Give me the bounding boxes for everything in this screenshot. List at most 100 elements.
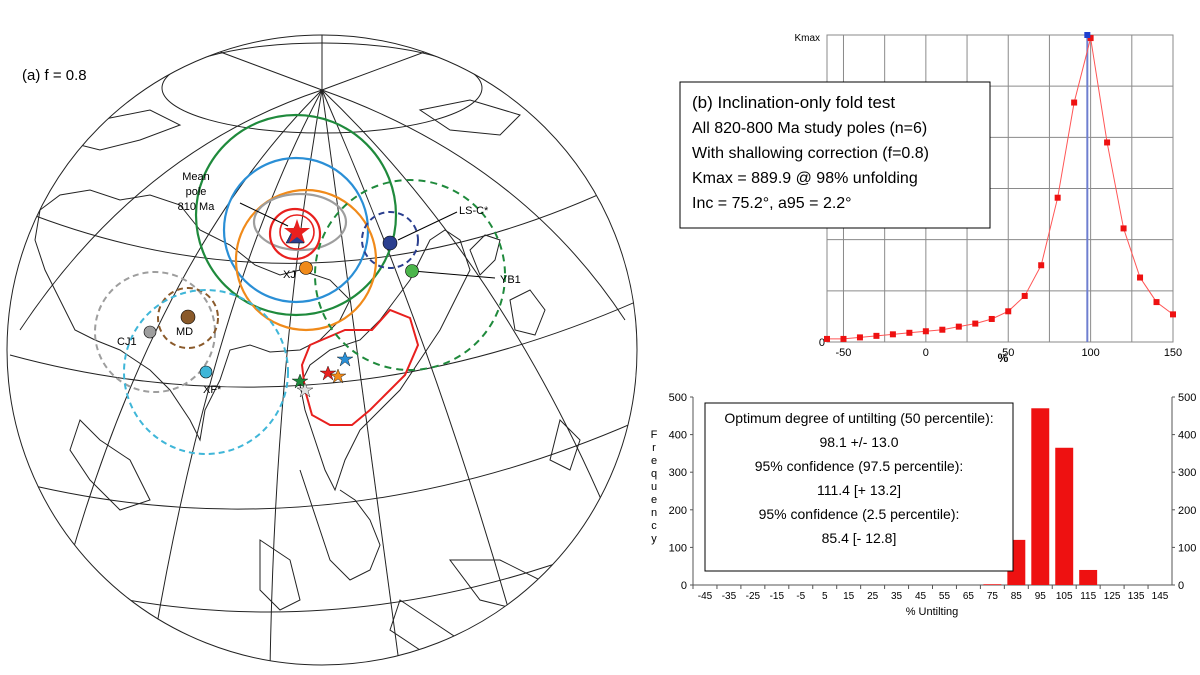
k-data-point xyxy=(1005,308,1012,315)
pole-label-yb1: YB1 xyxy=(500,274,521,286)
x-tick-label: 105 xyxy=(1056,591,1073,602)
stats-line: Optimum degree of untilting (50 percenti… xyxy=(724,410,993,426)
x-tick-label: 15 xyxy=(843,591,855,602)
pole-label-md: MD xyxy=(176,326,193,338)
meridian-line xyxy=(69,89,323,561)
pole-marker-yb1 xyxy=(405,264,419,278)
site-star-icon xyxy=(336,351,354,367)
k-data-point xyxy=(1071,99,1078,106)
histogram-bar xyxy=(1079,569,1098,585)
k-data-point xyxy=(939,326,946,333)
mean-pole-label-line: pole xyxy=(186,186,207,198)
k-data-point xyxy=(1021,292,1028,299)
meridian-line xyxy=(269,89,323,665)
y-tick-label-right: 100 xyxy=(1178,542,1196,554)
histogram-bars xyxy=(983,408,1098,585)
confidence-circle xyxy=(194,113,398,317)
k-data-point xyxy=(856,334,863,341)
y-tick-label: 500 xyxy=(669,392,687,404)
k-data-point xyxy=(1120,225,1127,232)
histogram-bar xyxy=(1055,447,1074,585)
site-star-icon xyxy=(319,365,337,381)
x-tick-label: -50 xyxy=(836,347,852,359)
y-tick-label-right: 200 xyxy=(1178,505,1196,517)
k-data-point xyxy=(1170,311,1176,318)
pole-marker-cj1 xyxy=(143,325,157,339)
confidence-circle xyxy=(123,289,289,455)
y-axis-label-char: u xyxy=(651,481,657,493)
x-tick-label: -35 xyxy=(722,591,737,602)
fold-test-line: Inc = 75.2°, a95 = 2.2° xyxy=(692,195,852,212)
x-axis-label: % Untilting xyxy=(906,606,959,618)
latitude-line xyxy=(19,179,631,264)
y-tick-label: 300 xyxy=(669,467,687,479)
y-tick-label: 100 xyxy=(669,542,687,554)
y-axis-label-char: r xyxy=(652,442,656,454)
panel-a-label: (a) f = 0.8 xyxy=(22,67,87,84)
y-tick-label: 200 xyxy=(669,505,687,517)
coastlines xyxy=(34,99,581,651)
y-axis-label-char: n xyxy=(651,507,657,519)
x-tick-label: -45 xyxy=(698,591,713,602)
k-data-point xyxy=(889,331,896,338)
k-data-point xyxy=(824,335,830,342)
x-tick-label: 50 xyxy=(1002,347,1014,359)
k-data-point xyxy=(988,315,995,322)
stats-line: 111.4 [+ 13.2] xyxy=(817,482,901,498)
histogram-bar xyxy=(1031,408,1050,585)
k-data-point xyxy=(1054,194,1061,201)
x-axis-label: % xyxy=(998,351,1009,365)
meridian-line xyxy=(149,89,323,665)
x-tick-labels: -45 -35 -25 -15 -5 5 15 25 35 45 55 65 75 85 95 105 115 1… xyxy=(692,585,1169,602)
pole-label-cj1: CJ1 xyxy=(117,336,137,348)
y-axis-label-char: e xyxy=(651,455,657,467)
site-star-icon xyxy=(329,368,347,384)
pole-label-xj: XJ xyxy=(283,269,296,281)
meridian-line xyxy=(321,89,626,321)
stats-line: 85.4 [- 12.8] xyxy=(822,530,897,546)
y-tick-label-right: 0 xyxy=(1178,580,1184,592)
x-tick-label: -5 xyxy=(796,591,805,602)
k-data-point xyxy=(1038,262,1045,269)
fold-test-line: All 820-800 Ma study poles (n=6) xyxy=(692,120,927,137)
site-star-icon xyxy=(291,373,309,389)
k-curve-points xyxy=(824,35,1176,342)
x-tick-label: 25 xyxy=(867,591,879,602)
fold-test-title: (b) Inclination-only fold test xyxy=(692,93,895,112)
y-tick-label: Kmax xyxy=(794,33,820,44)
k-data-point xyxy=(955,323,962,330)
meridian-line xyxy=(19,89,323,331)
latitude-line xyxy=(9,419,637,510)
x-tick-label: 35 xyxy=(891,591,903,602)
y-tick-labels: 0 0 100 100 200 200 300 300 400 400 500 500 xyxy=(669,392,1197,592)
x-tick-label: 0 xyxy=(923,347,929,359)
globe-outline xyxy=(6,34,638,666)
confidence-circle xyxy=(222,156,370,304)
confidence-circle xyxy=(268,207,322,261)
meridian-line xyxy=(321,89,521,651)
fold-test-line: With shallowing correction (f=0.8) xyxy=(692,145,929,162)
confidence-circle xyxy=(234,188,378,332)
pole-markers xyxy=(143,219,419,379)
pole-marker-md xyxy=(180,309,196,325)
mean-pole-label-line: 810 Ma xyxy=(178,201,216,213)
meridian-line xyxy=(321,49,431,91)
x-tick-label: 95 xyxy=(1035,591,1047,602)
x-tick-label: 5 xyxy=(822,591,828,602)
y-tick-label: 400 xyxy=(669,430,687,442)
mean-pole-star xyxy=(284,219,310,243)
x-tick-labels: -50 0 50 100 150 xyxy=(836,347,1183,359)
confidence-circles xyxy=(94,113,506,455)
y-tick-label: 0 xyxy=(819,337,825,349)
y-tick-label-right: 300 xyxy=(1178,467,1196,479)
y-axis-label-char: e xyxy=(651,494,657,506)
pole-marker-lsc xyxy=(382,235,398,251)
x-tick-label: -15 xyxy=(770,591,785,602)
k-data-point xyxy=(906,329,913,336)
leader-line xyxy=(412,270,496,279)
k-data-point xyxy=(1104,139,1111,146)
x-tick-label: 125 xyxy=(1104,591,1121,602)
stats-line: 98.1 +/- 13.0 xyxy=(819,434,898,450)
